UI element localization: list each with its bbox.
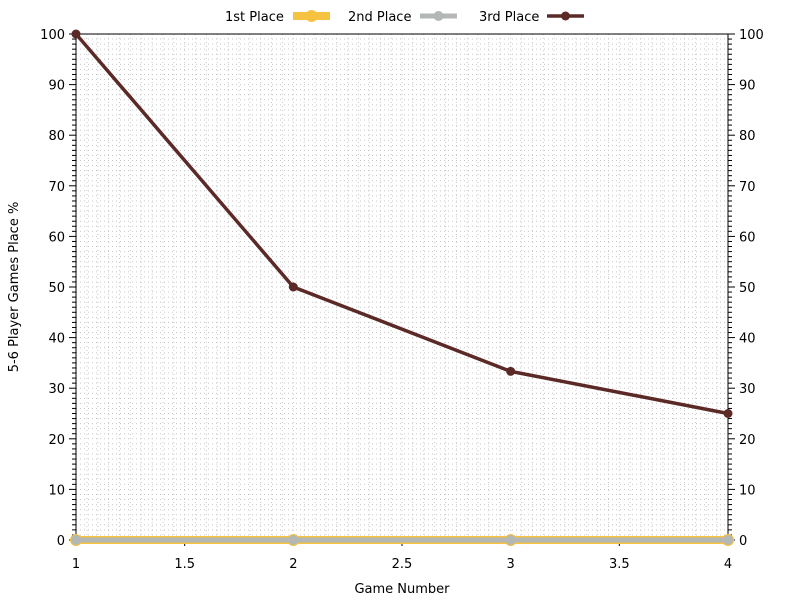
y-tick-label-right: 70 — [739, 180, 756, 195]
y-tick-label-right: 90 — [739, 79, 756, 94]
tick-labels: 0 0 10 10 20 20 30 30 40 40 50 50 60 60 70 70 80 80 90 90 10… — [40, 28, 764, 572]
y-tick-label-left: 10 — [48, 483, 65, 498]
legend-entry: 1st Place — [225, 10, 330, 25]
x-tick-label: 2.5 — [392, 557, 413, 572]
data-point — [505, 535, 516, 545]
y-tick-label-left: 0 — [57, 534, 65, 549]
data-point — [71, 29, 81, 39]
legend: 1st Place 2nd Place 3rd Place — [225, 10, 584, 25]
legend-marker — [561, 11, 570, 21]
x-tick-label: 4 — [724, 557, 732, 572]
y-tick-label-left: 100 — [40, 28, 65, 43]
y-tick-label-right: 80 — [739, 129, 756, 144]
y-tick-label-right: 100 — [739, 28, 764, 43]
legend-label: 3rd Place — [479, 10, 539, 25]
legend-marker — [305, 10, 318, 22]
data-point — [288, 282, 298, 292]
y-tick-label-left: 30 — [48, 382, 65, 397]
data-point — [723, 535, 733, 545]
x-tick-label: 2 — [289, 557, 297, 572]
data-point — [506, 366, 516, 376]
series-group — [70, 29, 734, 546]
legend-entry: 3rd Place — [479, 10, 584, 25]
series-line — [74, 32, 730, 416]
y-tick-label-right: 60 — [739, 230, 756, 245]
x-tick-label: 1 — [72, 557, 80, 572]
series-3 — [71, 29, 733, 418]
y-tick-label-left: 50 — [48, 281, 65, 296]
y-tick-label-right: 30 — [739, 382, 756, 397]
legend-label: 2nd Place — [348, 10, 411, 25]
y-axis-title: 5-6 Player Games Place % — [7, 202, 22, 373]
y-tick-label-right: 10 — [739, 483, 756, 498]
y-tick-label-right: 50 — [739, 281, 756, 296]
y-tick-label-right: 20 — [739, 433, 756, 448]
y-tick-label-left: 70 — [48, 180, 65, 195]
data-point — [288, 535, 299, 545]
data-point — [723, 409, 733, 418]
legend-label: 1st Place — [225, 10, 284, 25]
y-tick-label-left: 40 — [48, 332, 65, 347]
x-axis-title: Game Number — [354, 582, 450, 597]
legend-marker — [433, 11, 444, 21]
series-2 — [71, 535, 733, 545]
x-tick-label: 3.5 — [609, 557, 630, 572]
x-tick-label: 3 — [507, 557, 515, 572]
y-tick-label-left: 80 — [48, 129, 65, 144]
x-tick-label: 1.5 — [174, 557, 195, 572]
y-tick-label-right: 40 — [739, 332, 756, 347]
legend-entry: 2nd Place — [348, 10, 457, 25]
data-point — [71, 535, 81, 545]
y-tick-label-left: 20 — [48, 433, 65, 448]
y-tick-label-left: 60 — [48, 230, 65, 245]
grid — [76, 34, 728, 540]
y-tick-label-right: 0 — [739, 534, 747, 549]
y-tick-label-left: 90 — [48, 79, 65, 94]
